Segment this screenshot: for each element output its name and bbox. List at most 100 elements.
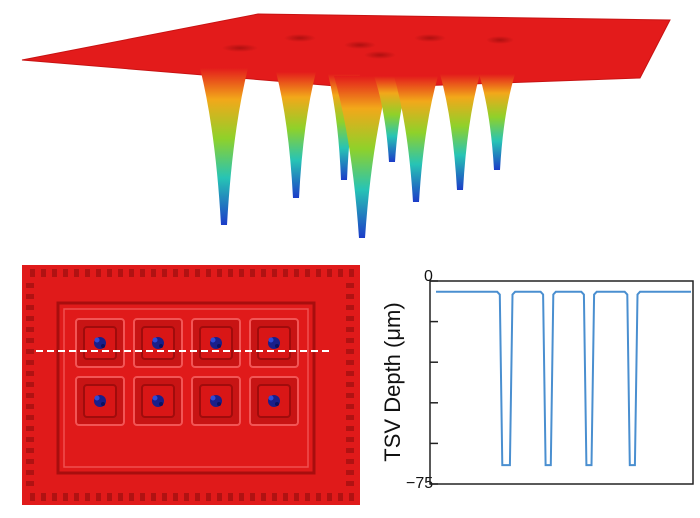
via-hole [210,395,222,407]
border-tick [346,327,354,332]
border-tick [140,493,145,501]
well-grid [75,318,299,426]
border-tick [96,493,101,501]
border-tick [41,493,46,501]
plot-frame [429,280,694,485]
border-tick [206,493,211,501]
border-tick [162,493,167,501]
border-tick [85,493,90,501]
border-tick [250,493,255,501]
depth-profile-chart [429,280,694,485]
border-tick [184,493,189,501]
border-tick [305,493,310,501]
border-tick [346,305,354,310]
border-tick [346,415,354,420]
border-tick [346,294,354,299]
border-tick [346,360,354,365]
border-tick [129,269,134,277]
well-cell [191,318,241,368]
border-tick [327,269,332,277]
surface-3d-plot [21,13,671,238]
well-cell [75,376,125,426]
well-cell [75,318,125,368]
border-tick [74,269,79,277]
border-tick [349,493,354,501]
border-tick [195,269,200,277]
via-hole [152,337,164,349]
border-tick [151,493,156,501]
border-tick [346,437,354,442]
border-tick [283,269,288,277]
border-tick [63,269,68,277]
via-hole [94,395,106,407]
well-cell [133,376,183,426]
well-cell [133,318,183,368]
via-hole [268,395,280,407]
border-tick [129,493,134,501]
border-tick [349,269,354,277]
border-tick [26,316,34,321]
border-tick [26,470,34,475]
border-tick [26,415,34,420]
border-tick [228,269,233,277]
surface-well-8 [479,74,515,170]
border-tick [26,294,34,299]
border-tick [26,459,34,464]
border-tick [63,493,68,501]
border-tick [107,493,112,501]
border-tick [346,426,354,431]
border-tick [26,448,34,453]
border-tick [346,393,354,398]
border-tick [261,269,266,277]
via-hole [152,395,164,407]
border-tick [151,269,156,277]
border-tick [184,269,189,277]
border-tick [26,371,34,376]
border-tick [26,393,34,398]
surface-well-6 [394,76,438,202]
surface-wells [200,68,515,238]
border-tick [346,470,354,475]
border-tick [217,269,222,277]
surface-well-7 [440,74,480,190]
border-tick [338,493,343,501]
border-tick [74,493,79,501]
border-tick [26,305,34,310]
border-tick [346,316,354,321]
border-tick [118,493,123,501]
border-tick [346,448,354,453]
border-tick [26,426,34,431]
border-tick [305,269,310,277]
border-tick [52,493,57,501]
border-tick [338,269,343,277]
via-hole [268,337,280,349]
border-tick [26,360,34,365]
via-hole [94,337,106,349]
well-cell [249,376,299,426]
via-hole [210,337,222,349]
border-tick [239,493,244,501]
inner-frame [56,301,316,475]
border-tick [327,493,332,501]
border-tick [283,493,288,501]
surface-pits [222,34,514,59]
surface-well-4 [334,76,390,238]
border-tick [140,269,145,277]
y-tick-bottom: −75 [406,475,434,492]
map-border-pattern [26,269,354,501]
border-tick [85,269,90,277]
border-tick [294,269,299,277]
border-tick [52,269,57,277]
border-tick [272,269,277,277]
border-tick [316,269,321,277]
border-tick [346,382,354,387]
border-tick [346,404,354,409]
border-tick [272,493,277,501]
border-tick [239,269,244,277]
border-tick [173,269,178,277]
border-tick [346,283,354,288]
border-tick [26,481,34,486]
well-cell [191,376,241,426]
profile-axes [429,280,694,485]
border-tick [30,269,35,277]
